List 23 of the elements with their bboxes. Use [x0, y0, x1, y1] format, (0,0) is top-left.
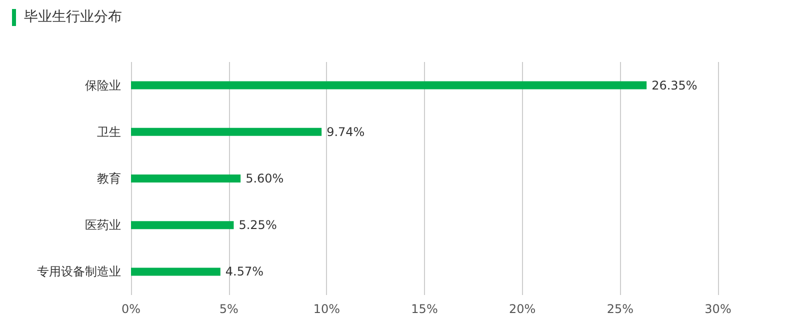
y-tick-label: 教育 — [97, 172, 121, 186]
bar — [131, 81, 647, 90]
data-label: 9.74% — [326, 124, 365, 139]
x-tick-label: 0% — [121, 302, 141, 316]
x-tick-label: 25% — [606, 302, 634, 316]
y-tick-label: 医药业 — [85, 218, 121, 232]
x-tick-label: 5% — [219, 302, 238, 316]
data-label: 26.35% — [652, 78, 698, 92]
x-tick-label: 10% — [313, 302, 340, 316]
x-tick-label: 15% — [411, 302, 438, 316]
x-tick-label: 30% — [704, 302, 732, 316]
y-tick-label: 保险业 — [85, 78, 121, 92]
bar — [131, 128, 322, 136]
data-label: 5.25% — [238, 218, 277, 232]
bar — [131, 221, 234, 230]
y-tick-label: 专用设备制造业 — [37, 264, 121, 279]
chart-title: 毕业生行业分布 — [24, 8, 122, 26]
bar — [131, 174, 241, 182]
data-label: 5.60% — [246, 172, 284, 186]
data-label: 4.57% — [225, 264, 264, 279]
x-tick-label: 20% — [508, 302, 536, 316]
y-tick-label: 卫生 — [97, 124, 121, 139]
bar — [131, 268, 220, 276]
